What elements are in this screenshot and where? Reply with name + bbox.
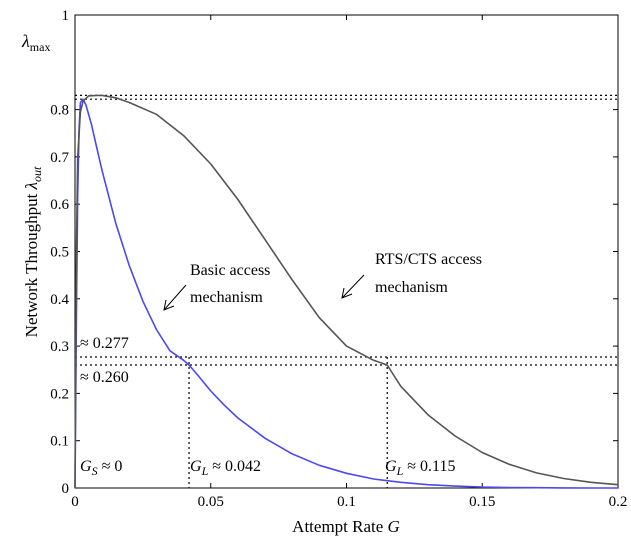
lambda-max-label: λmax — [21, 31, 50, 54]
y-tick-label: 0.3 — [50, 339, 69, 355]
plot-frame — [74, 14, 619, 489]
x-tick-label: 0.15 — [469, 494, 495, 510]
y-tick-label: 0.7 — [50, 150, 69, 166]
y-tick-label: 0.6 — [50, 197, 69, 213]
rts-label-line2: mechanism — [375, 279, 448, 296]
y-tick-label: 0.5 — [50, 245, 69, 261]
y-tick-label: 1 — [62, 8, 70, 24]
basic-label-line1: Basic access — [190, 262, 270, 279]
x-tick-label: 0.1 — [337, 494, 356, 510]
gl1-label: GL ≈ 0.042 — [190, 458, 261, 478]
gl2-label: GL ≈ 0.115 — [385, 458, 455, 478]
y-tick-label: 0.4 — [50, 292, 69, 308]
y-axis-ticks: 0 0.1 0.2 0.3 0.4 0.5 0.6 0.7 0.8 1 — [50, 8, 618, 497]
y-axis-label: Network Throughput λout — [22, 166, 44, 337]
svg-text:Network Throughput λout: Network Throughput λout — [22, 166, 44, 337]
rts-label-line1: RTS/CTS access — [375, 251, 482, 268]
y277-label: ≈ 0.277 — [80, 335, 129, 352]
y-tick-label: 0.1 — [50, 434, 69, 450]
reference-lines — [75, 94, 618, 488]
rts-arrow — [341, 274, 365, 299]
x-tick-label: 0.2 — [609, 494, 628, 510]
series-basic-line — [74, 98, 618, 489]
rts-arrow-head — [341, 287, 353, 299]
series-rts-line — [74, 94, 619, 489]
y260-label: ≈ 0.260 — [80, 369, 129, 386]
x-tick-label: 0 — [71, 494, 79, 510]
y-tick-label: 0 — [62, 481, 70, 497]
gs-label: GS ≈ 0 — [80, 458, 122, 478]
x-tick-label: 0.05 — [198, 494, 224, 510]
basic-label-line2: mechanism — [190, 289, 263, 306]
y-tick-label: 0.2 — [50, 386, 69, 402]
x-axis-label: Attempt Rate G — [292, 517, 400, 536]
y-tick-label: 0.8 — [50, 103, 69, 119]
basic-arrow-head — [163, 299, 175, 311]
x-axis-ticks: 0 0.05 0.1 0.15 0.2 — [71, 15, 627, 510]
series-lines — [74, 94, 619, 489]
basic-arrow — [163, 284, 187, 311]
